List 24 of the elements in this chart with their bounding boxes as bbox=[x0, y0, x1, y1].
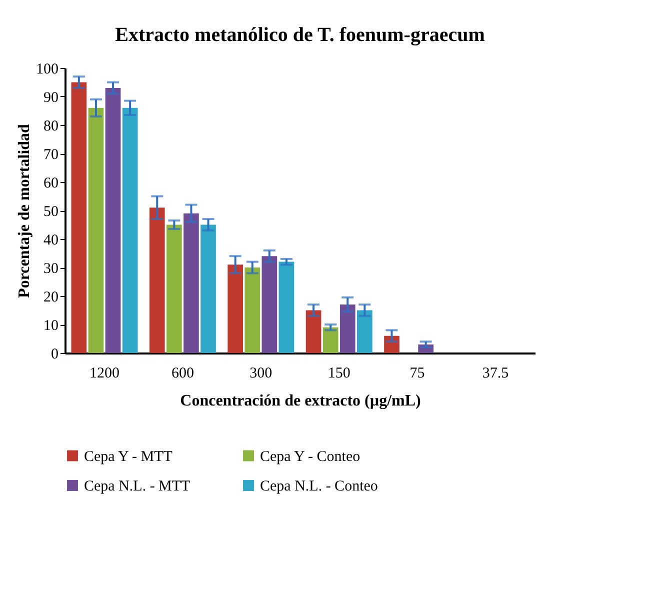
y-tick-label: 100 bbox=[36, 62, 58, 78]
x-tick-label: 75 bbox=[410, 366, 425, 382]
x-tick-label: 600 bbox=[171, 366, 194, 382]
chart-title: Extracto metanólico de T. foenum-graecum bbox=[115, 24, 486, 46]
y-tick-label: 60 bbox=[44, 176, 58, 192]
y-tick-label: 70 bbox=[44, 147, 58, 163]
y-tick-label: 80 bbox=[44, 118, 58, 134]
x-tick-label: 37.5 bbox=[482, 366, 509, 382]
y-tick-label: 20 bbox=[44, 290, 58, 306]
y-tick-label: 10 bbox=[44, 318, 58, 334]
x-tick-label: 150 bbox=[328, 366, 350, 382]
y-tick-label: 30 bbox=[44, 261, 58, 277]
y-axis-title: Porcentaje de mortalidad bbox=[16, 124, 33, 298]
y-tick-label: 0 bbox=[51, 346, 58, 362]
y-tick-label: 50 bbox=[44, 204, 58, 220]
legend-label: Cepa Y - MTT bbox=[84, 448, 172, 465]
y-tick-label: 90 bbox=[44, 90, 58, 106]
x-axis-title: Concentración de extracto (µg/mL) bbox=[180, 392, 421, 410]
x-tick-label: 300 bbox=[250, 366, 272, 382]
legend-label: Cepa N.L. - MTT bbox=[84, 478, 190, 494]
y-tick-label: 40 bbox=[44, 232, 58, 248]
legend-label: Cepa Y - Conteo bbox=[260, 448, 360, 465]
legend-label: Cepa N.L. - Conteo bbox=[260, 478, 378, 494]
x-tick-label: 1200 bbox=[89, 366, 120, 382]
